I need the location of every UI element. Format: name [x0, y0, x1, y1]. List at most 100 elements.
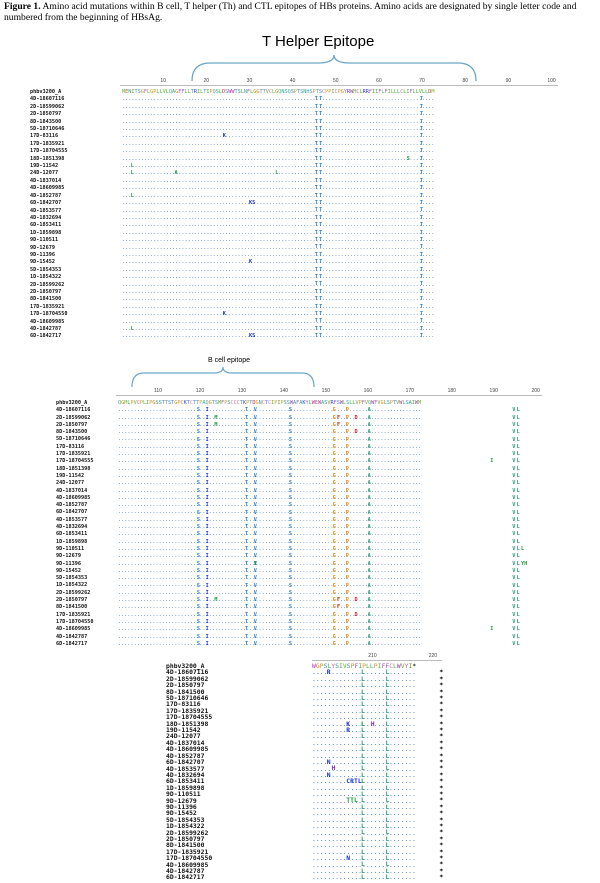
conserved-residue: V: [512, 604, 516, 611]
sequence-name: 4D-18609985: [56, 494, 91, 501]
conserved-residue: L: [516, 575, 520, 582]
conserved-residue: L: [516, 502, 520, 509]
conserved-residue: P: [345, 458, 349, 465]
conserved-residue: G: [332, 443, 336, 450]
alignment-row: ........................................…: [122, 133, 435, 140]
alignment-row: ........................................…: [118, 553, 421, 560]
conserved-residue: T: [245, 516, 249, 523]
conserved-residue: L: [516, 436, 520, 443]
sequence-name: 4D-1832694: [56, 524, 88, 531]
conserved-residue: S: [288, 436, 292, 443]
mutation-residue: I: [490, 626, 494, 633]
conserved-residue: V: [512, 516, 516, 523]
conserved-residue: L: [361, 719, 365, 728]
sequence-name: 8D-1841500: [166, 687, 205, 696]
conserved-residue: A: [367, 421, 371, 428]
conserved-residue: A: [367, 473, 371, 479]
conserved-residue: V: [253, 619, 257, 625]
conserved-residue: T: [419, 200, 423, 206]
mutation-residue: L: [130, 192, 134, 199]
conserved-residue: T: [419, 126, 423, 132]
conserved-residue: V: [253, 553, 257, 560]
conserved-residue: T: [319, 111, 323, 118]
conserved-residue: V: [512, 626, 516, 633]
sequence-name: 6D-1842717: [30, 333, 62, 340]
mutation-residue: TTL: [346, 796, 358, 805]
conserved-residue: T: [419, 96, 423, 103]
conserved-residue: T: [419, 325, 423, 332]
conserved-residue: T: [419, 140, 423, 147]
sequence-name: 2D-18599062: [56, 414, 91, 421]
alignment-row: ........................................…: [122, 274, 435, 281]
conserved-residue: L: [385, 706, 390, 715]
alignment-row: ........................................…: [122, 259, 435, 266]
conserved-residue: T: [419, 207, 423, 214]
conserved-residue: *: [439, 738, 444, 747]
alignment-row: ........................................…: [118, 407, 421, 414]
conserved-residue: L: [361, 694, 365, 702]
conserved-residue: P: [345, 604, 349, 611]
alignment-row: ........................................…: [118, 567, 421, 574]
conserved-residue: T: [245, 575, 249, 582]
conserved-residue: T: [419, 222, 423, 229]
alignment-row: ........................................…: [118, 604, 421, 611]
conserved-residue: G: [332, 480, 336, 487]
conserved-residue: V: [253, 436, 257, 443]
conserved-residue: T: [314, 325, 318, 332]
conserved-residue: A: [367, 516, 371, 523]
sequence-name: 9D-11396: [166, 802, 197, 811]
ruler-tick-label: 170: [405, 388, 414, 394]
conserved-residue: V: [512, 582, 516, 589]
conserved-residue: I: [205, 407, 209, 414]
conserved-residue: L: [361, 726, 365, 734]
conserved-residue: S: [196, 487, 200, 494]
conserved-residue: *: [439, 834, 444, 843]
conserved-residue: L: [385, 751, 390, 760]
conserved-residue: T: [319, 237, 323, 243]
sequence-name: 24D-12077: [56, 480, 85, 487]
sequence-name: 8D-1841500: [30, 296, 62, 303]
ruler-tick-label: 200: [531, 388, 540, 394]
conserved-residue: *: [439, 866, 444, 875]
conserved-residue: *: [439, 783, 444, 792]
sequence-name: 17D-83116: [56, 443, 85, 450]
conserved-residue: T: [419, 333, 423, 340]
conserved-residue: A: [367, 633, 371, 640]
conserved-residue: T: [314, 244, 318, 251]
conserved-residue: T: [245, 546, 249, 552]
alignment-row: ........................................…: [122, 318, 435, 325]
conserved-residue: I: [205, 633, 209, 640]
conserved-residue: A: [367, 560, 371, 567]
conserved-residue: G: [332, 640, 336, 647]
ruler-tick-label: 180: [447, 388, 456, 394]
alignment-row: ........................................…: [118, 436, 421, 443]
conserved-residue: I: [205, 553, 209, 560]
alignment-row: ........................................…: [118, 611, 421, 618]
conserved-residue: T: [419, 192, 423, 199]
conserved-residue: T: [314, 259, 318, 266]
conserved-residue: P: [345, 597, 349, 604]
conserved-residue: A: [367, 553, 371, 560]
sequence-name: 4D-1837014: [56, 487, 88, 494]
sequence-name: 9D-12679: [30, 244, 55, 251]
sequence-name: 18D-1851398: [166, 719, 209, 728]
conserved-residue: S: [288, 546, 292, 552]
sequence-name: 6D-1842717: [166, 873, 205, 882]
conserved-residue: V: [253, 509, 257, 516]
ruler-tick-label: 110: [153, 388, 162, 394]
conserved-residue: T: [245, 458, 249, 465]
mutation-residue: L: [130, 325, 134, 332]
conserved-residue: L: [385, 873, 390, 882]
alignment-row: ........................................…: [122, 140, 435, 147]
conserved-residue: A: [367, 494, 371, 501]
alignment-row: ...........................: [312, 828, 416, 837]
alignment-row: ........................................…: [118, 480, 421, 487]
conserved-residue: L: [361, 758, 365, 766]
conserved-residue: G: [332, 509, 336, 516]
conserved-residue: S: [196, 509, 200, 516]
reference-sequence-row: MENITSGFLGPLLVLQAGFFLLTRILTIPQSLDSWWTSLN…: [122, 89, 435, 95]
conserved-residue: S: [196, 451, 200, 458]
alignment-row: ........................................…: [122, 326, 435, 332]
alignment-row: ...........................: [312, 719, 416, 728]
alignment-row: ........................................…: [118, 575, 421, 582]
